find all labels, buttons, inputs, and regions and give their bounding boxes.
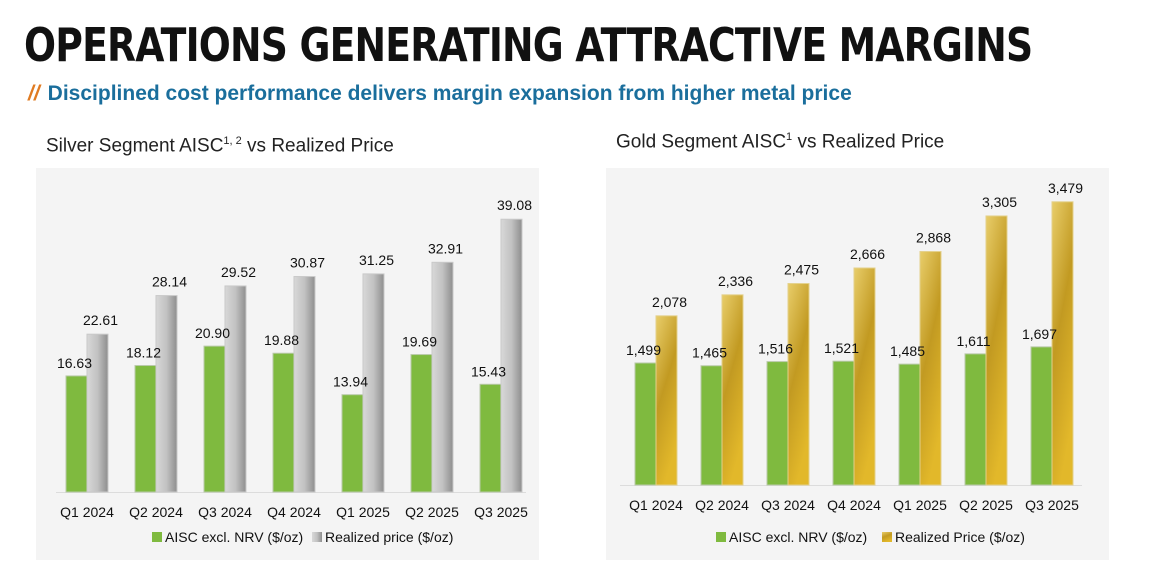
legend-label-realized-price: Realized Price ($/oz) (895, 529, 1025, 545)
bar-realized-price (919, 251, 942, 486)
bar-aisc (203, 345, 226, 493)
x-tick-label: Q1 2024 (629, 497, 683, 513)
x-tick-label: Q3 2024 (761, 497, 815, 513)
bar-realized-price (431, 261, 454, 493)
bar-realized-price (362, 273, 385, 493)
bar-aisc (65, 375, 88, 493)
bar-realized-price (853, 267, 876, 486)
legend-label-realized-price: Realized price ($/oz) (325, 529, 453, 545)
bar-aisc (964, 353, 987, 486)
data-label-aisc: 18.12 (126, 345, 161, 361)
gold-title-footnote: 1 (786, 131, 793, 143)
bar-realized-price (500, 218, 523, 493)
bar-realized-price (1051, 201, 1074, 486)
data-label-aisc: 1,485 (890, 343, 925, 359)
data-label-realized-price: 3,305 (982, 194, 1017, 210)
data-label-aisc: 1,521 (824, 340, 859, 356)
silver-chart: 16.63 22.61 Q1 2024 18.12 28.14 Q2 2024 20.90 2… (56, 197, 532, 545)
data-label-aisc: 1,499 (626, 342, 661, 358)
bar-aisc (341, 394, 364, 493)
silver-chart-panel: 16.63 22.61 Q1 2024 18.12 28.14 Q2 2024 20.90 2… (36, 168, 539, 560)
x-tick-label: Q1 2024 (60, 504, 114, 520)
bar-aisc (1030, 346, 1053, 486)
data-label-realized-price: 32.91 (428, 240, 463, 256)
bar-realized-price (721, 294, 744, 486)
silver-title-rest: vs Realized Price (241, 135, 394, 157)
bar-realized-price (985, 215, 1008, 486)
bar-aisc (766, 361, 789, 486)
legend-swatch-realized-price (312, 532, 322, 542)
legend-label-aisc: AISC excl. NRV ($/oz) (165, 529, 303, 545)
x-tick-label: Q2 2025 (959, 497, 1013, 513)
gold-chart-panel: 1,499 2,078 Q1 2024 1,465 2,336 Q2 2024 1,516 2… (606, 168, 1109, 560)
x-tick-label: Q4 2024 (267, 504, 321, 520)
legend-swatch-aisc (152, 532, 162, 542)
data-label-realized-price: 31.25 (359, 252, 394, 268)
bar-realized-price (86, 333, 109, 493)
bar-realized-price (155, 295, 178, 493)
data-label-realized-price: 2,078 (652, 294, 687, 310)
bar-aisc (479, 383, 502, 493)
x-tick-label: Q2 2024 (129, 504, 183, 520)
x-tick-label: Q2 2025 (405, 504, 459, 520)
data-label-realized-price: 2,475 (784, 262, 819, 278)
page-subtitle: // Disciplined cost performance delivers … (28, 82, 852, 106)
gold-title-main: Gold Segment AISC (616, 131, 787, 153)
legend-label-aisc: AISC excl. NRV ($/oz) (729, 529, 867, 545)
data-label-aisc: 1,697 (1022, 326, 1057, 342)
data-label-realized-price: 30.87 (290, 255, 325, 271)
bar-aisc (898, 363, 921, 486)
data-label-aisc: 20.90 (195, 325, 230, 341)
bar-aisc (272, 352, 295, 493)
gold-chart: 1,499 2,078 Q1 2024 1,465 2,336 Q2 2024 1,516 2… (620, 180, 1083, 545)
data-label-aisc: 15.43 (471, 363, 506, 379)
data-label-aisc: 1,611 (957, 333, 991, 349)
page-title: OPERATIONS GENERATING ATTRACTIVE MARGINS (24, 18, 1033, 72)
data-label-aisc: 19.69 (402, 334, 437, 350)
data-label-realized-price: 2,336 (718, 273, 753, 289)
data-label-aisc: 16.63 (57, 355, 92, 371)
data-label-realized-price: 29.52 (221, 264, 256, 280)
data-label-realized-price: 2,666 (850, 246, 885, 262)
x-tick-label: Q2 2024 (695, 497, 749, 513)
data-label-aisc: 19.88 (264, 332, 299, 348)
legend-swatch-realized-price (882, 532, 892, 542)
bar-realized-price (293, 276, 316, 493)
gold-chart-title: Gold Segment AISC1 vs Realized Price (616, 131, 944, 153)
silver-title-main: Silver Segment AISC (46, 135, 224, 157)
gold-title-rest: vs Realized Price (792, 131, 945, 153)
x-tick-label: Q1 2025 (336, 504, 390, 520)
bar-aisc (134, 365, 157, 493)
silver-chart-title: Silver Segment AISC1, 2 vs Realized Pric… (46, 135, 394, 157)
bar-aisc (410, 354, 433, 493)
slash-accent: // (28, 82, 40, 105)
x-tick-label: Q4 2024 (827, 497, 881, 513)
data-label-aisc: 1,516 (758, 341, 793, 357)
data-label-realized-price: 39.08 (497, 197, 532, 213)
data-label-aisc: 1,465 (692, 345, 727, 361)
bar-aisc (700, 365, 723, 486)
legend-swatch-aisc (716, 532, 726, 542)
bar-realized-price (224, 285, 247, 493)
data-label-realized-price: 28.14 (152, 274, 187, 290)
data-label-aisc: 13.94 (333, 374, 368, 390)
x-tick-label: Q3 2025 (1025, 497, 1079, 513)
bar-aisc (832, 360, 855, 486)
data-label-realized-price: 2,868 (916, 230, 951, 246)
bar-realized-price (787, 283, 810, 486)
x-tick-label: Q1 2025 (893, 497, 947, 513)
data-label-realized-price: 3,479 (1048, 180, 1083, 196)
silver-title-footnote: 1, 2 (223, 135, 242, 147)
bar-realized-price (655, 315, 678, 486)
subtitle-text: Disciplined cost performance delivers ma… (47, 82, 852, 105)
data-label-realized-price: 22.61 (83, 312, 118, 328)
x-tick-label: Q3 2024 (198, 504, 252, 520)
x-tick-label: Q3 2025 (474, 504, 528, 520)
bar-aisc (634, 362, 657, 486)
